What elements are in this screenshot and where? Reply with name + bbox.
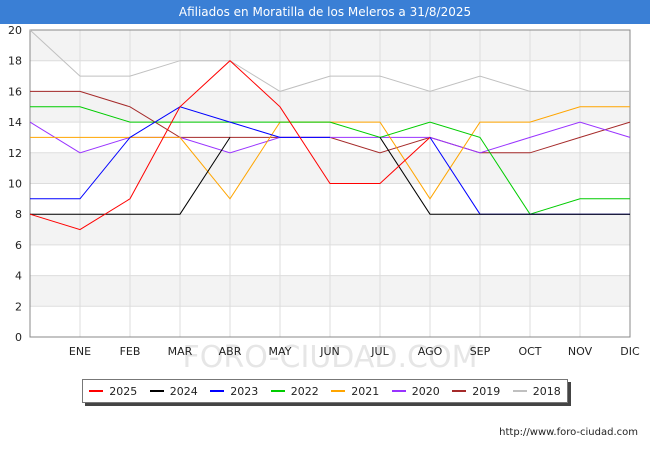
y-axis: 0 2 4 6 8 10 12 14 16 18 20 — [8, 24, 22, 344]
y-tick-label: 14 — [8, 116, 22, 129]
legend-item-2025: 2025 — [89, 385, 137, 398]
x-tick-label: ENE — [69, 345, 91, 358]
series-line-2025 — [29, 60, 431, 231]
legend-label: 2025 — [109, 384, 138, 398]
legend-label: 2018 — [532, 384, 561, 398]
legend-swatch — [331, 390, 346, 392]
legend-swatch — [149, 390, 164, 392]
x-tick-label: DIC — [620, 345, 640, 358]
x-tick-label: JUN — [319, 345, 340, 358]
legend-item-2023: 2023 — [210, 385, 258, 398]
legend-label: 2021 — [351, 384, 380, 398]
x-tick-label: AGO — [418, 345, 443, 358]
legend-label: 2023 — [230, 384, 259, 398]
legend-item-2019: 2019 — [452, 385, 500, 398]
x-axis: ENE FEB MAR ABR MAY JUN JUL AGO SEP OCT NOV DIC — [69, 345, 640, 358]
legend-swatch — [89, 390, 104, 392]
legend: 2025 2024 2023 2022 2021 2020 2019 2018 — [82, 379, 568, 403]
y-tick-label: 18 — [8, 55, 22, 68]
y-tick-label: 20 — [8, 24, 22, 37]
legend-swatch — [452, 390, 467, 392]
legend-swatch — [210, 390, 225, 392]
legend-swatch — [270, 390, 285, 392]
series-lines — [29, 29, 631, 231]
legend-item-2022: 2022 — [270, 384, 319, 398]
plot-border — [29, 29, 631, 338]
x-tick-label: MAR — [168, 345, 193, 358]
y-tick-label: 0 — [15, 331, 22, 344]
y-tick-label: 6 — [15, 239, 22, 252]
y-tick-label: 16 — [8, 85, 22, 98]
x-tick-label: ABR — [219, 345, 242, 358]
x-tick-label: FEB — [120, 345, 141, 358]
chart-title: Afiliados en Moratilla de los Meleros a … — [0, 0, 650, 24]
legend-label: 2022 — [290, 384, 319, 398]
legend-label: 2024 — [169, 384, 198, 398]
legend-label: 2020 — [411, 384, 440, 398]
x-tick-label: MAY — [269, 345, 292, 358]
legend-item-2024: 2024 — [149, 384, 198, 398]
x-tick-label: SEP — [470, 345, 491, 358]
legend-swatch — [512, 390, 527, 392]
watermark: FORO-CIUDAD.COM — [183, 340, 478, 375]
y-tick-label: 10 — [8, 178, 22, 191]
source-url[interactable]: http://www.foro-ciudad.com — [499, 427, 638, 438]
series-line-2024 — [30, 137, 630, 215]
series-line-2018 — [29, 29, 630, 92]
x-tick-label: JUL — [370, 345, 389, 358]
x-tick-label: NOV — [568, 345, 593, 358]
legend-swatch — [391, 390, 406, 392]
y-tick-label: 12 — [8, 147, 22, 160]
legend-item-2018: 2018 — [512, 384, 561, 398]
legend-item-2020: 2020 — [391, 384, 440, 398]
y-tick-label: 8 — [15, 208, 22, 221]
legend-label: 2019 — [472, 384, 501, 398]
x-tick-label: OCT — [518, 345, 541, 358]
y-tick-label: 4 — [15, 270, 22, 283]
y-tick-label: 2 — [15, 300, 22, 313]
legend-item-2021: 2021 — [331, 385, 379, 398]
